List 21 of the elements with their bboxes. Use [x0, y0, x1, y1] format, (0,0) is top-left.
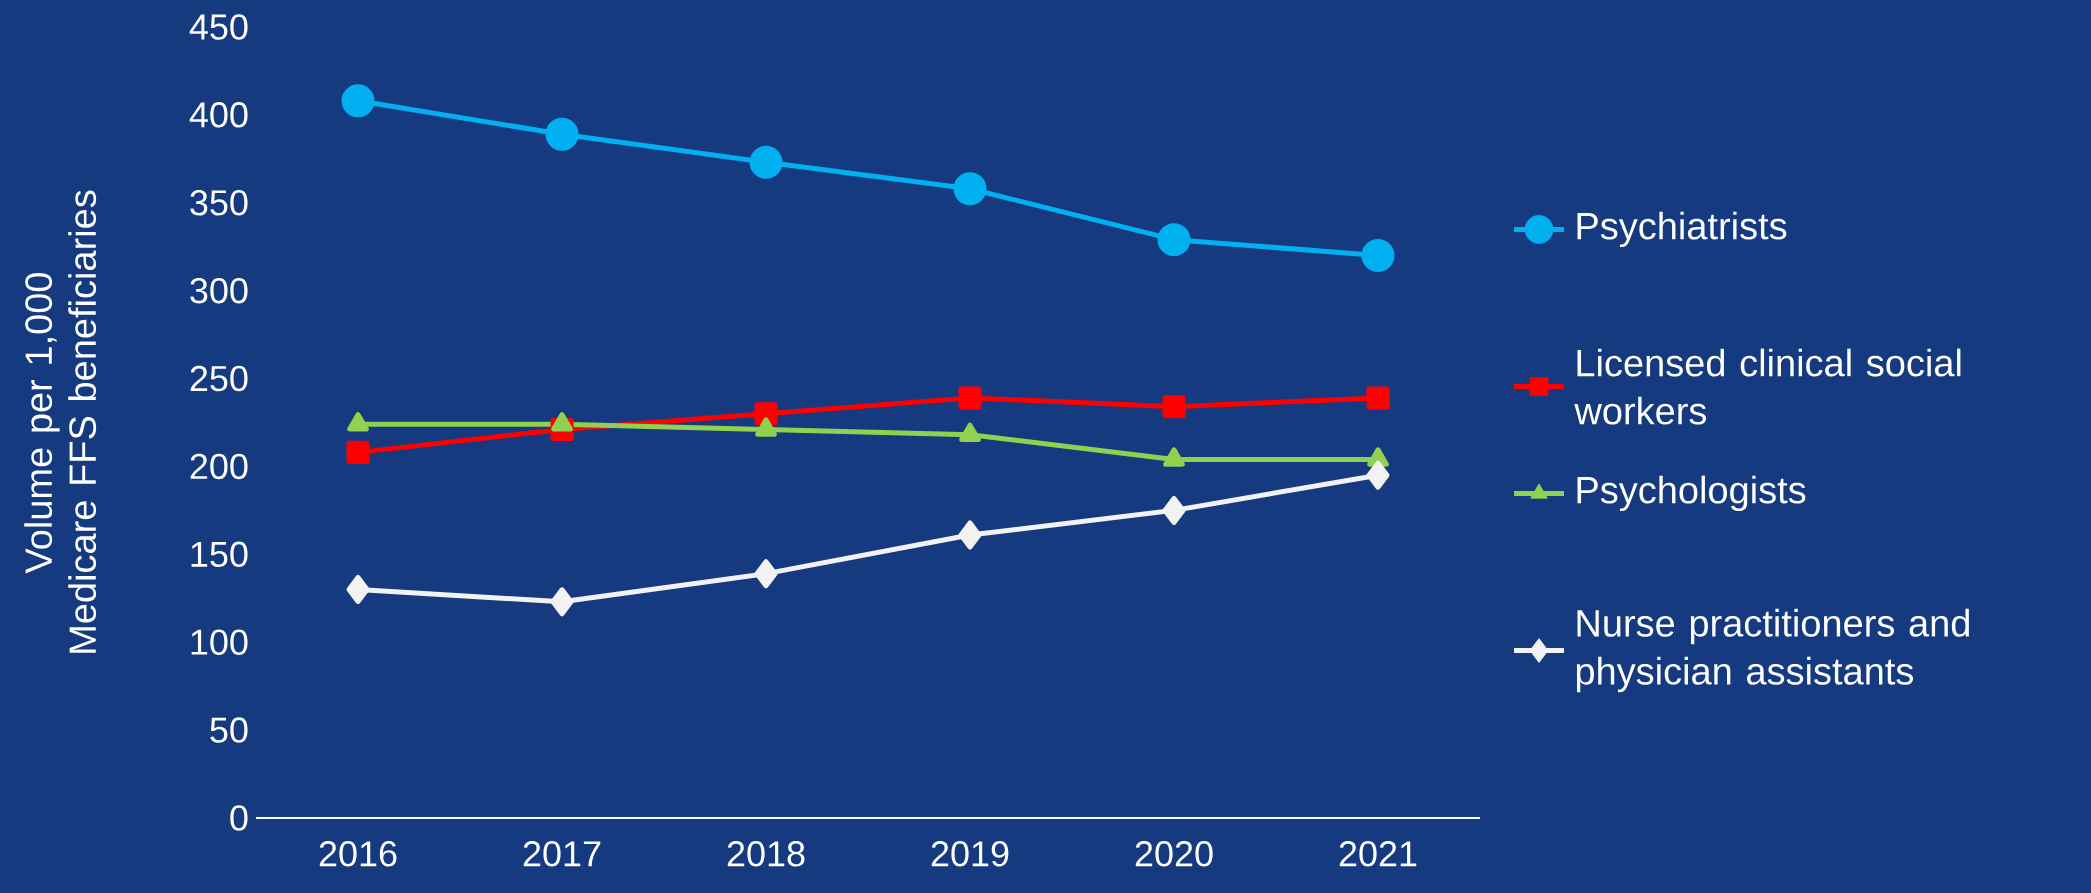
x-tick-label: 2017 — [523, 841, 601, 867]
x-tick-label: 2018 — [727, 841, 805, 867]
y-tick-label: 200 — [190, 453, 248, 480]
y-tick-label: 150 — [191, 541, 248, 568]
y-tick-label: 300 — [190, 277, 248, 304]
legend-label: Psychologists — [1577, 475, 1806, 512]
legend-label: Licensed clinical social workers — [1574, 348, 1961, 425]
x-tick-label: 2019 — [931, 841, 1009, 867]
x-tick-label: 2021 — [1339, 841, 1417, 867]
y-tick-label: 100 — [191, 629, 248, 655]
x-tick-label: 2020 — [1135, 841, 1213, 867]
y-tick-label: 450 — [189, 14, 248, 40]
x-tick-label: 2016 — [319, 841, 397, 867]
y-axis-title: Volume per 1,000 Medicare FFS beneficiaries — [24, 190, 97, 653]
y-tick-label: 350 — [190, 190, 248, 216]
legend-label: Nurse practitioners and physician assistants — [1576, 608, 1969, 693]
y-tick-label: 50 — [210, 717, 248, 743]
y-tick-label: 250 — [190, 365, 248, 392]
y-tick-label: 400 — [189, 102, 248, 128]
legend-label: Psychiatrists — [1577, 211, 1787, 248]
y-tick-label: 0 — [230, 805, 248, 831]
